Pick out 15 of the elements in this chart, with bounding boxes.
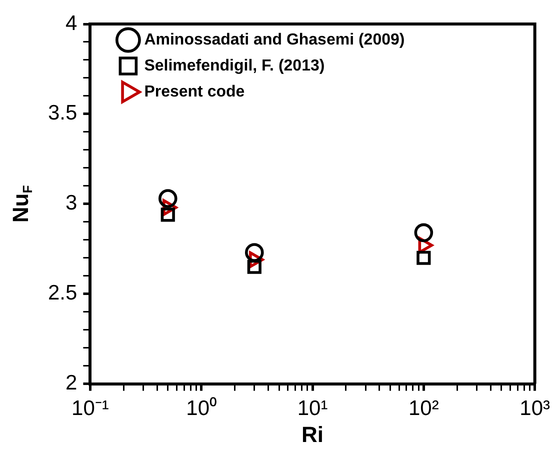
y-tick-label: 4 — [66, 12, 78, 35]
legend-label: Selimefendigil, F. (2013) — [144, 57, 325, 74]
y-tick-label: 3 — [66, 192, 78, 215]
x-tick-label: 10³ — [520, 397, 550, 420]
legend-label: Present code — [144, 83, 245, 100]
y-tick-label: 2.5 — [48, 282, 78, 305]
x-tick-label: 10² — [408, 397, 439, 420]
x-tick-label: 10⁻¹ — [72, 397, 109, 420]
y-tick-label: 2 — [66, 372, 78, 395]
x-axis-title: Ri — [302, 422, 324, 448]
x-tick-label: 10⁰ — [186, 397, 217, 420]
y-axis-title: NuF — [8, 185, 36, 223]
y-tick-label: 3.5 — [48, 102, 78, 125]
x-tick-label: 10¹ — [297, 397, 328, 420]
legend-label: Aminossadati and Ghasemi (2009) — [144, 31, 405, 48]
